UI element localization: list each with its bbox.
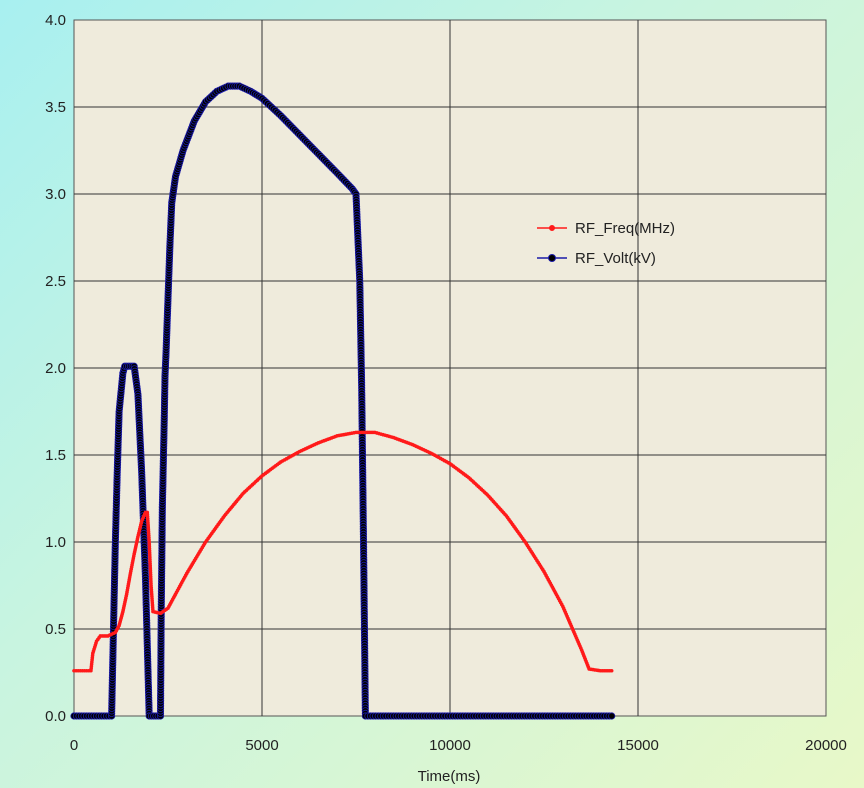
x-tick-label: 15000	[617, 737, 659, 754]
y-tick-label: 2.5	[45, 273, 66, 290]
y-tick-label: 2.0	[45, 360, 66, 377]
y-axis-ticks: 0.0 0.5 1.0 1.5 2.0 2.5 3.0 3.5 4.0	[45, 12, 66, 725]
x-tick-label: 0	[70, 737, 78, 754]
x-tick-label: 5000	[245, 737, 278, 754]
y-tick-label: 3.5	[45, 99, 66, 116]
data-point	[608, 712, 616, 720]
y-tick-label: 0.0	[45, 708, 66, 725]
x-axis-ticks: 0 5000 10000 15000 20000	[70, 737, 847, 754]
grid	[74, 20, 826, 716]
y-tick-label: 3.0	[45, 186, 66, 203]
y-tick-label: 1.0	[45, 534, 66, 551]
series-layer	[70, 82, 616, 720]
data-point	[609, 668, 614, 673]
legend-label: RF_Freq(MHz)	[575, 220, 675, 237]
legend: RF_Freq(MHz) RF_Volt(kV)	[537, 220, 675, 267]
series-rf-volt	[70, 82, 616, 720]
y-tick-label: 1.5	[45, 447, 66, 464]
legend-swatch-marker	[549, 225, 555, 231]
x-tick-label: 10000	[429, 737, 471, 754]
y-tick-label: 4.0	[45, 12, 66, 29]
x-tick-label: 20000	[805, 737, 847, 754]
legend-entry: RF_Volt(kV)	[537, 250, 656, 267]
series-rf-freq	[72, 430, 614, 673]
legend-swatch-marker	[548, 254, 556, 262]
x-axis-label: Time(ms)	[418, 768, 481, 785]
legend-entry: RF_Freq(MHz)	[537, 220, 675, 237]
legend-label: RF_Volt(kV)	[575, 250, 656, 267]
y-tick-label: 0.5	[45, 621, 66, 638]
